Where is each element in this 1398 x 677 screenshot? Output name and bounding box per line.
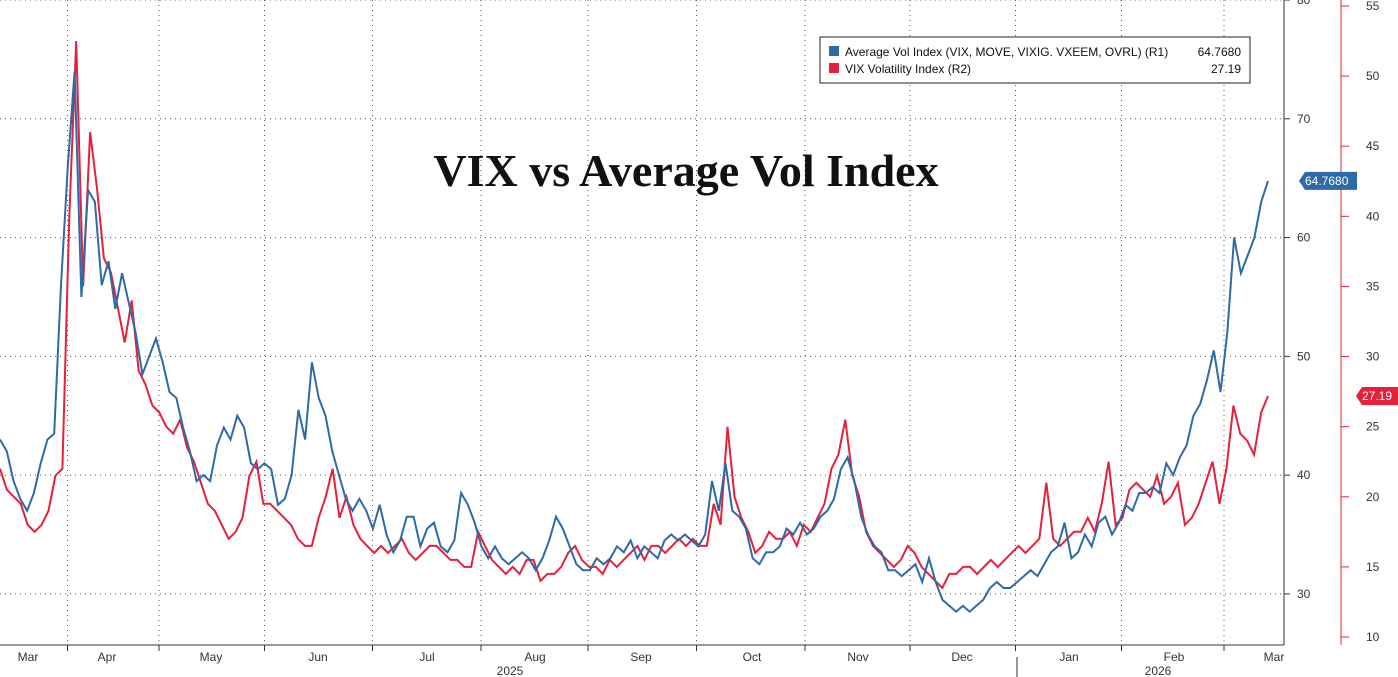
legend-value-vix: 27.19	[1211, 62, 1241, 76]
tag-value: 64.7680	[1305, 174, 1349, 188]
x-axis-tick-label: Dec	[951, 650, 972, 664]
series-layer	[0, 41, 1269, 614]
left-axis-tick-label: 30	[1297, 587, 1311, 601]
left-axis-tick-label: 60	[1297, 231, 1311, 245]
left-axis-tick-label: 70	[1297, 112, 1311, 126]
x-axis-tick-label: Feb	[1164, 650, 1185, 664]
x-axis-tick-label: Mar	[18, 650, 39, 664]
legend-box	[819, 36, 1251, 84]
x-axis-tick-label: Aug	[524, 650, 545, 664]
right-axis-tick-label: 20	[1366, 490, 1380, 504]
gridlines	[0, 0, 1284, 645]
right-axis-tick-label: 25	[1366, 420, 1380, 434]
last-value-tag-vix: 27.19	[1356, 386, 1398, 405]
left-axis-tick-label: 50	[1297, 349, 1311, 363]
right-axis-tick-label: 10	[1366, 630, 1380, 644]
tag-background	[1299, 171, 1357, 190]
tag-value: 27.19	[1362, 389, 1392, 403]
legend-label-average-vol-index: Average Vol Index (VIX, MOVE, VIXIG. VXE…	[845, 45, 1168, 59]
year-label: 2025	[497, 664, 524, 677]
left-axis-tick-label: 80	[1297, 0, 1311, 7]
right-axis-tick-label: 45	[1366, 139, 1380, 153]
x-axis-tick-label: Jul	[419, 650, 434, 664]
x-axis-tick-label: Jan	[1059, 650, 1078, 664]
legend-value-average-vol-index: 64.7680	[1198, 45, 1242, 59]
right-axis-tick-label: 55	[1366, 0, 1380, 13]
legend-label-vix: VIX Volatility Index (R2)	[845, 62, 971, 76]
x-axis-tick-label: Apr	[98, 650, 117, 664]
x-axis-tick-label: May	[200, 650, 223, 664]
right-axis-tick-label: 35	[1366, 279, 1380, 293]
x-axis-tick-label: Oct	[743, 650, 762, 664]
legend: Average Vol Index (VIX, MOVE, VIXIG. VXE…	[819, 36, 1251, 84]
tag-background	[1356, 386, 1398, 405]
year-label: 2026	[1145, 664, 1172, 677]
right-axis-tick-label: 30	[1366, 350, 1380, 364]
right-axis-tick-label: 15	[1366, 560, 1380, 574]
left-axis-tick-label: 40	[1297, 468, 1311, 482]
x-axis-tick-label: Sep	[630, 650, 652, 664]
x-axis-tick-label: Nov	[847, 650, 868, 664]
right-axis-tick-label: 40	[1366, 209, 1380, 223]
x-axis-tick-label: Mar	[1264, 650, 1285, 664]
x-axis-tick-label: Jun	[308, 650, 327, 664]
series-line-vix	[0, 41, 1269, 590]
legend-swatch-vix	[829, 63, 839, 73]
chart-title: VIX vs Average Vol Index	[433, 145, 938, 196]
last-value-tag-average-vol-index: 64.7680	[1299, 171, 1357, 190]
series-line-average-vol-index	[0, 71, 1269, 614]
legend-swatch-average-vol-index	[829, 46, 839, 56]
right-axis-tick-label: 50	[1366, 69, 1380, 83]
